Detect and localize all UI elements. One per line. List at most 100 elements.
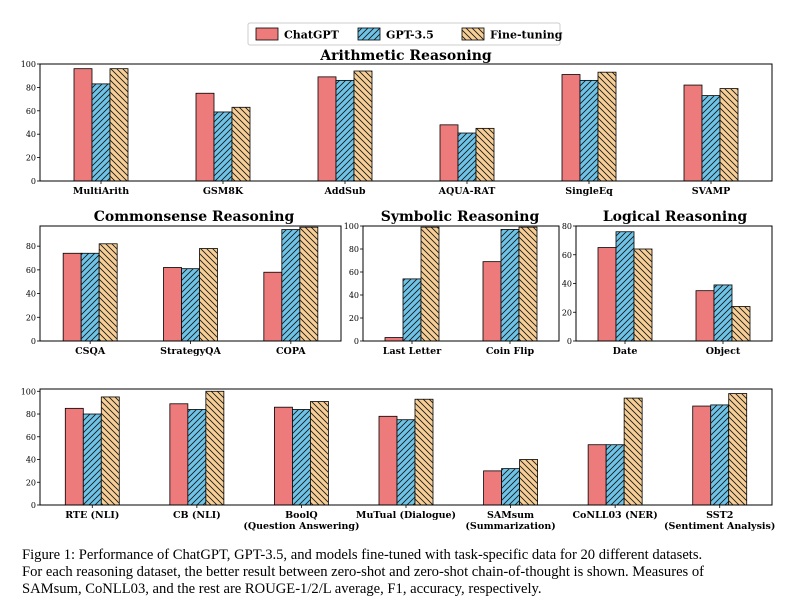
bar-language-sst2-fine-tuning-hatch	[728, 393, 747, 505]
bar-language-cb-nli-fine-tuning-hatch	[205, 391, 224, 505]
bar-arithmetic-addsub-chatgpt	[317, 76, 337, 182]
bar-arithmetic-aqua-rat-fine-tuning-hatch	[476, 128, 494, 181]
bar-arithmetic-singleeq-fine-tuning-hatch	[598, 72, 616, 181]
bar-arithmetic-gsm8k-gpt-3-5-hatch	[214, 111, 232, 181]
y-tick-label-language-60: 60	[26, 433, 36, 442]
category-label-language-mutual-dialogue: MuTual (Dialogue)	[356, 510, 456, 521]
bar-symbolic-coin-flip-fine-tuning-hatch	[519, 227, 537, 341]
chart-language: 0 20 40 60 80 100 RTE (NLI) CB (NLI) BoolQ(Quest…	[21, 387, 776, 532]
bar-arithmetic-aqua-rat-chatgpt	[439, 124, 459, 182]
category-label-arithmetic-multiarith: MultiArith	[73, 186, 129, 197]
chart-title-arithmetic: Arithmetic Reasoning	[319, 48, 492, 64]
bar-language-conll03-ner-gpt-3-5-hatch	[606, 444, 625, 505]
y-tick-label-commonsense-20: 20	[26, 313, 36, 322]
category-label-symbolic-coin-flip: Coin Flip	[486, 346, 535, 357]
category-label-arithmetic-svamp: SVAMP	[692, 186, 731, 197]
bar-logical-date-fine-tuning-hatch	[634, 249, 652, 341]
y-tick-label-symbolic-20: 20	[349, 314, 359, 323]
y-tick-label-logical-40: 40	[562, 280, 572, 289]
y-tick-label-symbolic-60: 60	[349, 268, 359, 277]
bar-arithmetic-multiarith-chatgpt	[73, 68, 93, 182]
y-tick-label-arithmetic-100: 100	[21, 60, 36, 69]
category-label-language-cb-nli: CB (NLI)	[173, 510, 221, 521]
y-tick-label-arithmetic-40: 40	[26, 130, 36, 139]
y-tick-label-logical-0: 0	[567, 337, 572, 346]
chart-commonsense: Commonsense Reasoning 0 20 40 60 80 CSQA Strate…	[26, 209, 342, 357]
category-label-language-rte-nli: RTE (NLI)	[65, 510, 119, 521]
y-tick-label-language-80: 80	[26, 410, 36, 419]
bar-commonsense-csqa-chatgpt	[62, 252, 82, 342]
y-tick-label-arithmetic-20: 20	[26, 154, 36, 163]
y-tick-label-commonsense-60: 60	[26, 266, 36, 275]
bar-commonsense-copa-gpt-3-5-hatch	[281, 229, 300, 341]
bar-symbolic-coin-flip-chatgpt	[482, 261, 502, 342]
chart-logical: Logical Reasoning 0 20 40 60 80 Date Object	[562, 209, 773, 357]
bar-arithmetic-svamp-chatgpt	[683, 84, 703, 182]
legend: ChatGPT GPT-3.5 Fine-tuning	[247, 22, 563, 46]
y-tick-label-symbolic-80: 80	[349, 245, 359, 254]
bar-logical-object-gpt-3-5-hatch	[714, 284, 732, 341]
bar-commonsense-strategyqa-gpt-3-5-hatch	[181, 268, 200, 341]
axes-frame-commonsense	[39, 225, 342, 342]
bar-language-mutual-dialogue-gpt-3-5-hatch	[397, 419, 415, 505]
bar-arithmetic-aqua-rat-gpt-3-5-hatch	[458, 133, 476, 181]
bar-language-cb-nli-chatgpt	[169, 403, 189, 506]
category-label-language-boolq: BoolQ	[285, 510, 318, 521]
bar-logical-object-fine-tuning-hatch	[732, 306, 750, 341]
bar-symbolic-last-letter-chatgpt	[384, 337, 404, 342]
bar-language-mutual-dialogue-fine-tuning-hatch	[415, 399, 433, 505]
category-label-logical-date: Date	[613, 346, 638, 357]
y-tick-label-commonsense-40: 40	[26, 290, 36, 299]
bar-arithmetic-multiarith-fine-tuning-hatch	[110, 68, 128, 181]
category-label-commonsense-csqa: CSQA	[75, 346, 106, 357]
bar-language-sst2-gpt-3-5-hatch	[710, 404, 729, 505]
chart-title-commonsense: Commonsense Reasoning	[94, 209, 295, 225]
chart-arithmetic: Arithmetic Reasoning 0 20 40 60 80 100 MultiAri…	[21, 48, 773, 197]
legend-label-chatgpt: ChatGPT	[284, 29, 340, 42]
bar-language-rte-nli-fine-tuning-hatch	[101, 396, 120, 505]
legend-swatch-chatgpt	[255, 27, 279, 41]
bar-language-mutual-dialogue-chatgpt	[378, 415, 398, 506]
bar-language-samsum-fine-tuning-hatch	[519, 459, 538, 505]
chart-title-logical: Logical Reasoning	[603, 209, 748, 225]
bar-commonsense-strategyqa-fine-tuning-hatch	[199, 248, 218, 341]
bar-commonsense-copa-chatgpt	[263, 271, 283, 342]
category-label-arithmetic-singleeq: SingleEq	[565, 186, 613, 197]
category-label-symbolic-last-letter: Last Letter	[383, 346, 442, 357]
category-label-language-sst2: SST2	[706, 510, 733, 521]
category-label-language-summarization: (Summarization)	[465, 521, 555, 532]
y-tick-label-symbolic-100: 100	[344, 222, 359, 231]
caption-line-1: Figure 1: Performance of ChatGPT, GPT-3.…	[22, 547, 703, 563]
category-label-commonsense-strategyqa: StrategyQA	[160, 346, 221, 357]
bar-language-boolq-fine-tuning-hatch	[310, 401, 329, 505]
category-label-logical-object: Object	[706, 346, 741, 357]
bar-commonsense-csqa-fine-tuning-hatch	[99, 243, 118, 341]
caption-line-2: For each reasoning dataset, the better r…	[22, 564, 705, 580]
bar-logical-date-gpt-3-5-hatch	[616, 231, 634, 341]
bar-arithmetic-singleeq-gpt-3-5-hatch	[580, 80, 598, 181]
bar-language-rte-nli-chatgpt	[64, 407, 84, 506]
bar-language-conll03-ner-chatgpt	[587, 444, 607, 506]
bar-arithmetic-svamp-fine-tuning-hatch	[720, 88, 738, 181]
y-tick-label-symbolic-0: 0	[354, 337, 359, 346]
category-label-commonsense-copa: COPA	[276, 346, 306, 357]
y-tick-label-language-20: 20	[26, 478, 36, 487]
bar-arithmetic-gsm8k-chatgpt	[195, 92, 215, 182]
chart-title-symbolic: Symbolic Reasoning	[381, 209, 540, 225]
y-tick-label-language-0: 0	[31, 501, 36, 510]
y-tick-label-commonsense-80: 80	[26, 242, 36, 251]
bar-language-cb-nli-gpt-3-5-hatch	[187, 409, 206, 505]
legend-label-gpt-3-5: GPT-3.5	[386, 29, 434, 42]
bar-arithmetic-multiarith-gpt-3-5-hatch	[92, 83, 110, 181]
legend-swatch-hatch-fine-tuning	[462, 28, 484, 40]
category-label-arithmetic-addsub: AddSub	[323, 186, 365, 197]
bar-language-samsum-chatgpt	[483, 470, 502, 506]
category-label-language-conll03-ner: CoNLL03 (NER)	[573, 510, 658, 521]
bar-commonsense-copa-fine-tuning-hatch	[299, 227, 318, 341]
bar-language-rte-nli-gpt-3-5-hatch	[83, 414, 102, 505]
bar-arithmetic-singleeq-chatgpt	[561, 74, 581, 182]
y-tick-label-language-40: 40	[26, 456, 36, 465]
axes-frame-arithmetic	[39, 63, 773, 182]
bar-arithmetic-gsm8k-fine-tuning-hatch	[232, 107, 250, 181]
bar-logical-date-chatgpt	[597, 247, 617, 342]
